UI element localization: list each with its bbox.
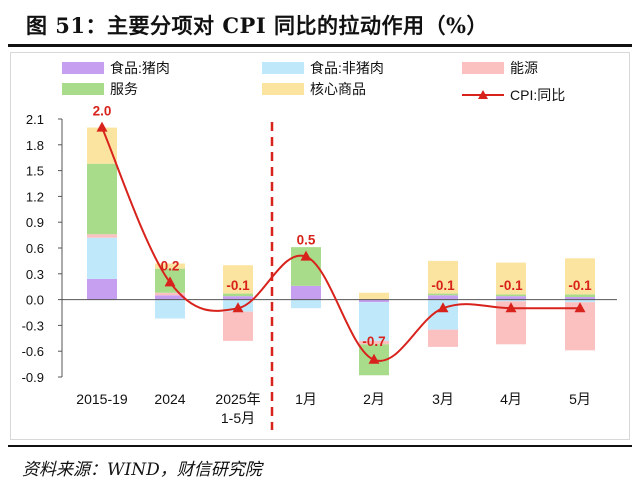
- bar-core_goods: [87, 127, 117, 164]
- bar-non_pork: [155, 299, 185, 319]
- bar-pork: [359, 299, 389, 303]
- y-tick-label: 1.5: [26, 164, 44, 179]
- bar-services: [428, 293, 458, 296]
- legend-label-energy: 能源: [510, 60, 538, 76]
- cpi-data-label: 0.2: [161, 258, 180, 273]
- bar-pork: [428, 295, 458, 300]
- legend-label-cpi: CPI:同比: [510, 87, 565, 103]
- bar-non_pork: [87, 237, 117, 279]
- bar-services: [496, 294, 526, 297]
- y-tick-label: -0.6: [22, 344, 44, 359]
- bar-core_goods: [359, 292, 389, 300]
- cpi-marker: [96, 121, 108, 132]
- y-tick-label: 0.0: [26, 293, 44, 308]
- bar-core_goods: [496, 262, 526, 295]
- cpi-data-label: -0.1: [226, 278, 250, 293]
- cpi-marker: [232, 302, 244, 313]
- legend-label-core_goods: 核心商品: [310, 81, 366, 97]
- cpi-data-label: -0.1: [499, 278, 523, 293]
- legend-swatch-cpi-marker: [478, 90, 488, 99]
- cpi-data-label: 2.0: [93, 104, 112, 119]
- cpi-marker: [164, 276, 176, 287]
- bar-services: [223, 293, 253, 297]
- y-tick-label: 1.8: [26, 138, 44, 153]
- x-tick-label: 2025年: [215, 391, 260, 407]
- bar-pork: [496, 296, 526, 300]
- cpi-marker: [300, 250, 312, 261]
- legend-swatch-services: [62, 83, 104, 95]
- bar-non_pork: [291, 299, 321, 309]
- cpi-data-label: -0.7: [362, 334, 385, 349]
- bar-non_pork: [496, 299, 526, 302]
- x-tick-label: 3月: [432, 391, 454, 407]
- bar-core_goods: [428, 260, 458, 294]
- chart-frame: [10, 52, 630, 440]
- bar-non_pork: [359, 302, 389, 341]
- bar-pork: [223, 296, 253, 300]
- bar-energy: [155, 292, 185, 296]
- bar-energy: [87, 234, 117, 238]
- bar-non_pork: [565, 299, 595, 303]
- y-tick-label: 0.9: [26, 215, 44, 230]
- cpi-marker: [368, 353, 380, 364]
- bar-pork: [87, 278, 117, 300]
- bar-core_goods: [155, 263, 185, 269]
- legend-swatch-non_pork: [262, 62, 304, 74]
- bar-pork: [155, 295, 185, 300]
- x-tick-label: 1月: [295, 391, 317, 407]
- bar-pork: [291, 285, 321, 300]
- x-tick-label: 1-5月: [221, 410, 255, 426]
- bar-energy: [428, 329, 458, 347]
- legend-swatch-energy: [462, 62, 504, 74]
- x-tick-label: 4月: [500, 391, 522, 407]
- source-rule: [8, 445, 632, 447]
- cpi-marker: [505, 302, 517, 313]
- legend-swatch-pork: [62, 62, 104, 74]
- y-tick-label: 2.1: [26, 112, 44, 127]
- x-tick-label: 2015-19: [76, 391, 128, 407]
- bar-core_goods: [565, 258, 595, 295]
- cpi-data-label: -0.1: [568, 278, 592, 293]
- page-title: 图 51：主要分项对 CPI 同比的拉动作用（%）: [26, 13, 488, 38]
- legend-swatch-core_goods: [262, 83, 304, 95]
- legend-label-pork: 食品:猪肉: [110, 60, 170, 76]
- legend-label-non_pork: 食品:非猪肉: [310, 60, 384, 76]
- cpi-marker: [437, 302, 449, 313]
- y-tick-label: -0.3: [22, 318, 44, 333]
- x-tick-label: 5月: [569, 391, 591, 407]
- bar-core_goods: [223, 265, 253, 294]
- y-tick-label: 0.3: [26, 267, 44, 282]
- bar-energy: [223, 311, 253, 341]
- legend-label-services: 服务: [110, 81, 138, 97]
- bar-services: [565, 294, 595, 298]
- y-tick-label: 1.2: [26, 189, 44, 204]
- title-rule: [8, 44, 632, 47]
- x-tick-label: 2月: [363, 391, 385, 407]
- bar-pork: [565, 297, 595, 300]
- bar-energy: [359, 340, 389, 345]
- y-tick-label: 0.6: [26, 241, 44, 256]
- y-tick-label: -0.9: [22, 370, 44, 385]
- source-note: 资料来源：WIND，财信研究院: [22, 460, 262, 480]
- cpi-data-label: -0.1: [431, 278, 455, 293]
- cpi-marker: [574, 302, 586, 313]
- x-tick-label: 2024: [154, 391, 185, 407]
- bar-services: [87, 163, 117, 235]
- cpi-data-label: 0.5: [297, 233, 316, 248]
